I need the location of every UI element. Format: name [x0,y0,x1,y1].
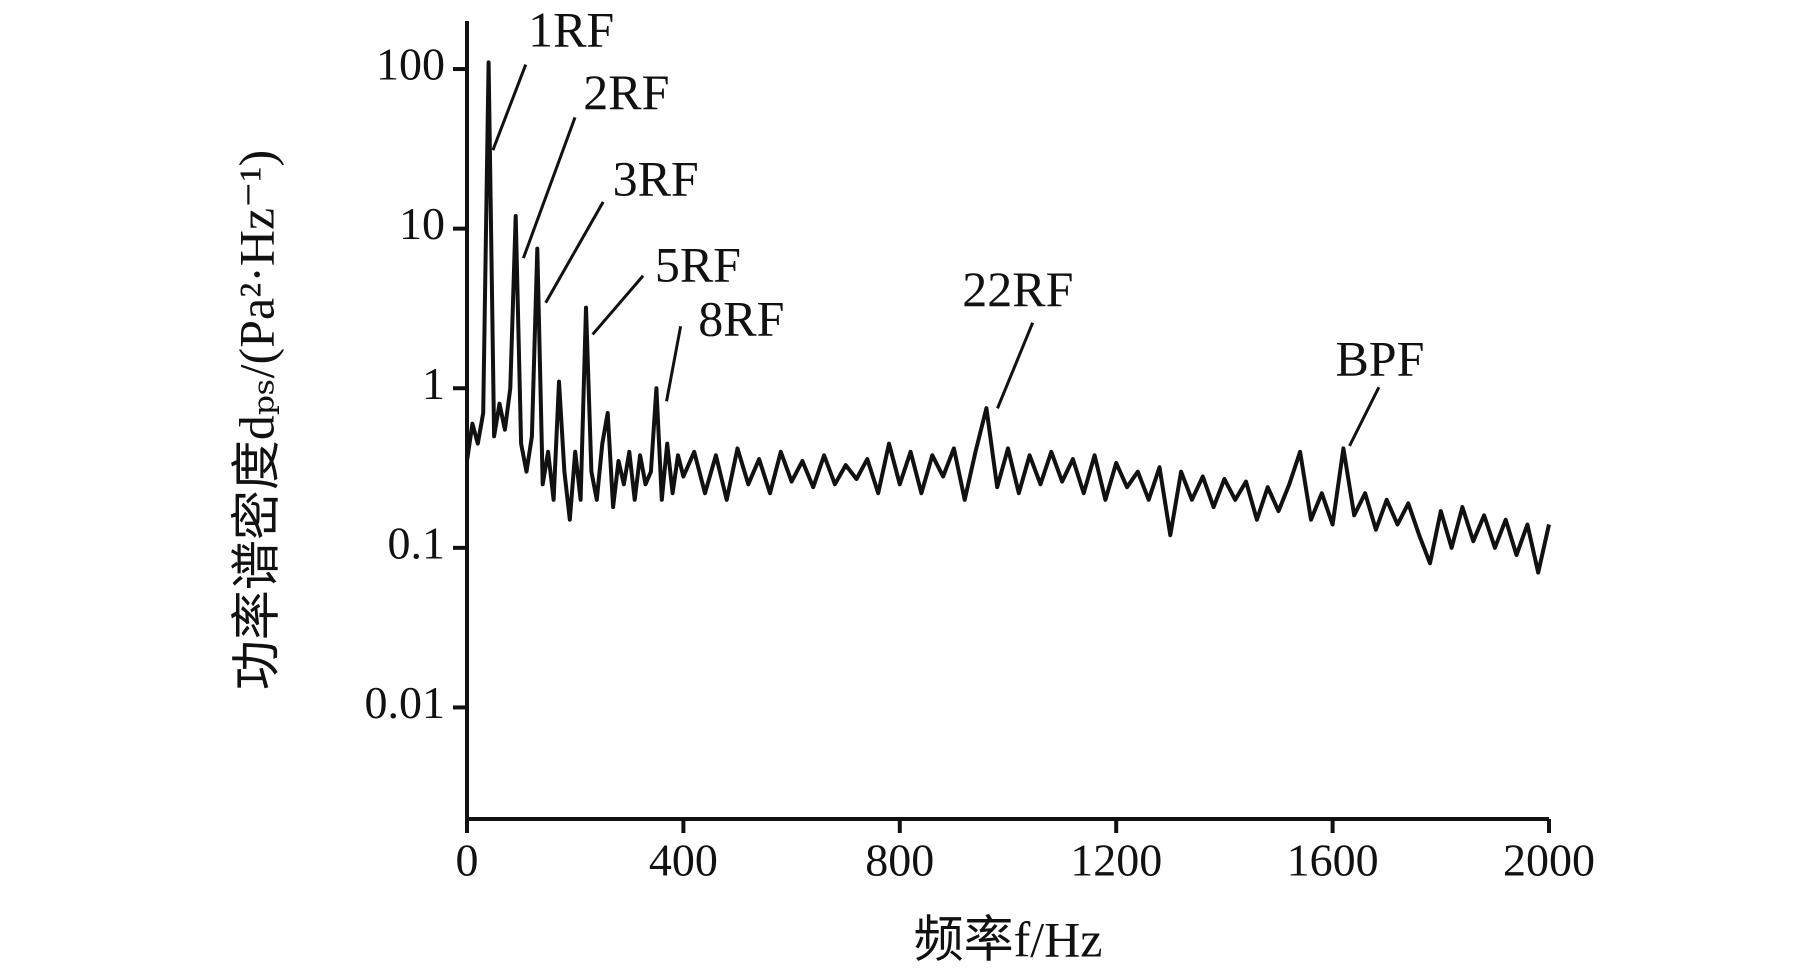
spectrum-line [465,60,1551,575]
x-tick-label: 400 [649,835,718,886]
annotation: BPF [1335,330,1424,386]
y-tick-label: 1 [422,358,445,409]
y-axis-title: 功率谱密度dₚₛ/(Pa²·Hz⁻¹) [228,150,284,690]
annotation: 1RF [528,2,614,58]
annotation-leader [996,322,1035,409]
y-tick-label: 10 [399,198,445,249]
x-tick-label: 0 [456,835,479,886]
annotation-leader [591,274,645,336]
x-tick-label: 2000 [1503,835,1595,886]
annotation: 3RF [613,151,699,207]
annotation-leader [491,64,528,151]
annotation-leader [1348,386,1381,447]
annotation: 5RF [655,236,741,292]
annotation-leader [544,201,605,304]
x-tick-label: 1200 [1070,835,1162,886]
annotation-leader [521,116,577,259]
x-tick-label: 800 [865,835,934,886]
y-tick-label: 0.1 [388,517,446,568]
x-tick-label: 1600 [1287,835,1379,886]
annotation: 2RF [583,64,669,120]
annotation-leader [665,325,683,402]
annotation: 22RF [962,261,1073,317]
y-tick-label: 0.01 [365,677,446,728]
annotation: 8RF [698,290,784,346]
y-tick-label: 100 [376,39,445,90]
x-axis-title: 频率f/Hz [914,911,1103,967]
